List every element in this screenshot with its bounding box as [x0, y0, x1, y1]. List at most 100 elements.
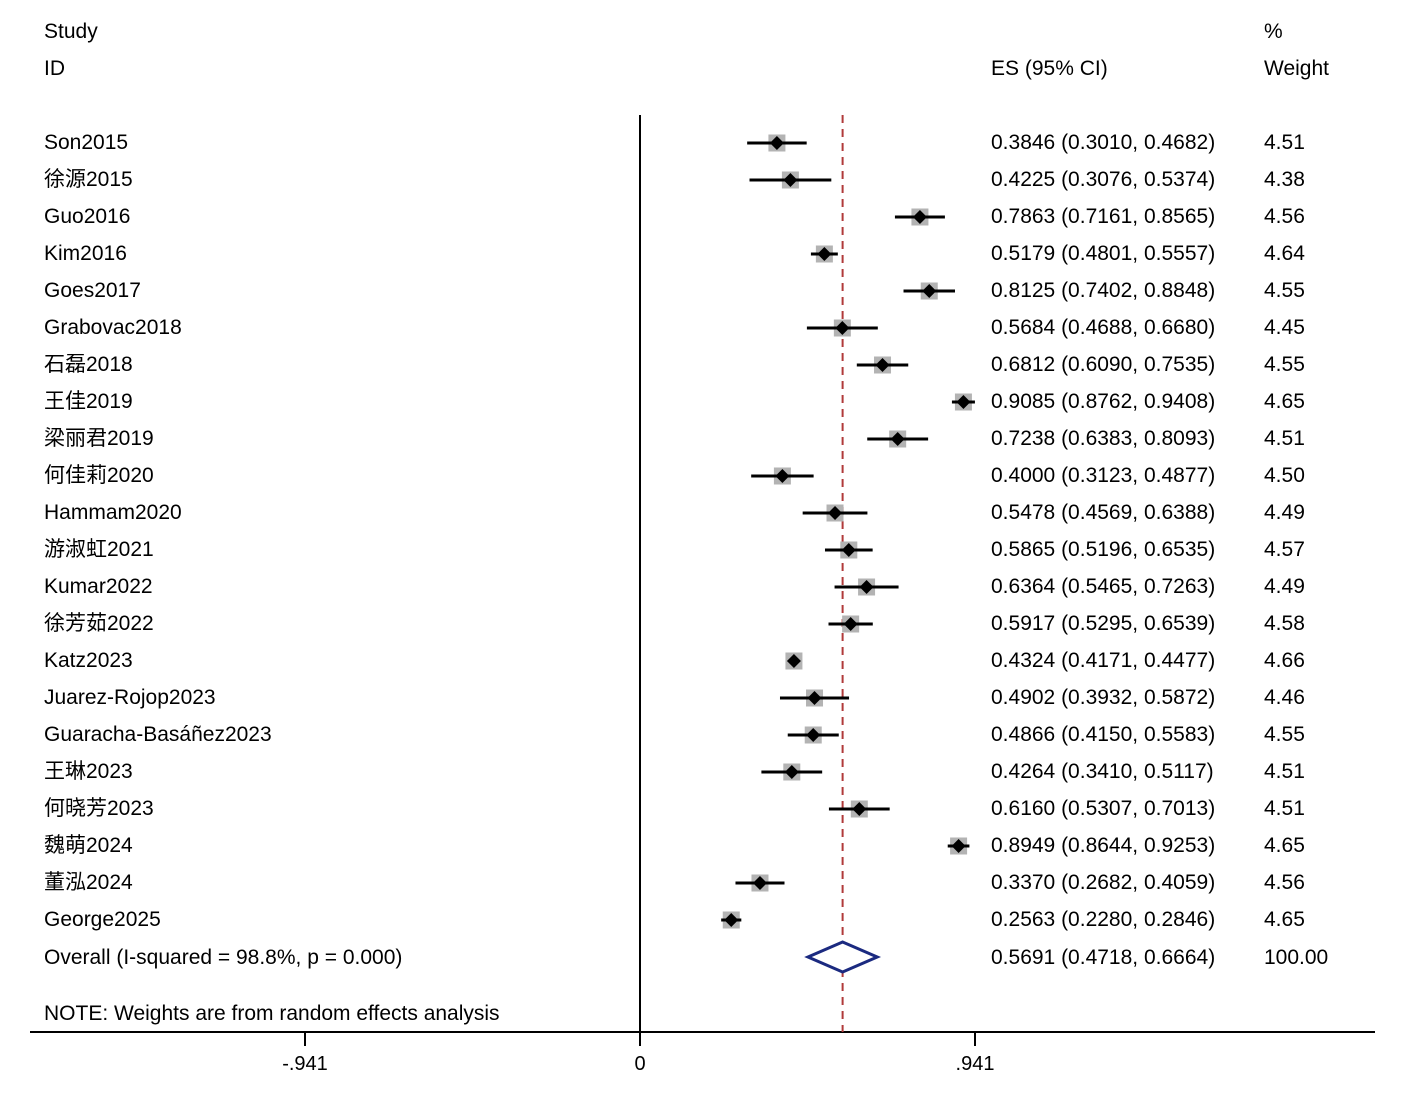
study-weight: 4.56: [1264, 205, 1305, 228]
study-es-text: 0.3370 (0.2682, 0.4059): [991, 871, 1216, 894]
study-es-text: 0.4324 (0.4171, 0.4477): [991, 649, 1216, 672]
point-estimate: [783, 173, 798, 187]
study-weight: 4.49: [1264, 575, 1305, 598]
x-tick-label: 0: [634, 1053, 646, 1075]
study-es-text: 0.7238 (0.6383, 0.8093): [991, 427, 1216, 450]
study-id: 董泓2024: [44, 871, 133, 894]
point-estimate: [769, 136, 784, 150]
study-id: 石磊2018: [44, 353, 133, 376]
header-es: ES (95% CI): [991, 57, 1108, 80]
x-tick-label: .941: [955, 1053, 995, 1075]
point-estimate: [922, 284, 937, 298]
study-weight: 4.55: [1264, 723, 1305, 746]
point-estimate: [912, 210, 927, 224]
study-weight: 4.46: [1264, 686, 1305, 709]
study-weight: 4.50: [1264, 464, 1305, 487]
study-id: Juarez-Rojop2023: [44, 686, 216, 709]
study-weight: 4.56: [1264, 871, 1305, 894]
point-estimate: [835, 321, 850, 335]
study-es-text: 0.2563 (0.2280, 0.2846): [991, 908, 1216, 931]
header-percent: %: [1264, 20, 1283, 43]
point-estimate: [890, 432, 905, 446]
study-weight: 4.65: [1264, 908, 1305, 931]
study-es-text: 0.4264 (0.3410, 0.5117): [991, 760, 1214, 783]
study-id: 王琳2023: [44, 760, 133, 783]
study-id: Guo2016: [44, 205, 131, 228]
study-weight: 4.55: [1264, 279, 1305, 302]
study-id: 游淑虹2021: [44, 538, 154, 561]
study-es-text: 0.9085 (0.8762, 0.9408): [991, 390, 1216, 413]
study-weight: 4.65: [1264, 390, 1305, 413]
weights-note: NOTE: Weights are from random effects an…: [44, 1002, 500, 1025]
point-estimate: [951, 839, 966, 853]
study-weight: 4.58: [1264, 612, 1305, 635]
point-estimate: [852, 802, 867, 816]
study-id: 何晓芳2023: [44, 797, 154, 820]
point-estimate: [724, 913, 739, 927]
study-es-text: 0.6812 (0.6090, 0.7535): [991, 353, 1216, 376]
study-weight: 4.55: [1264, 353, 1305, 376]
study-id: George2025: [44, 908, 161, 931]
study-weight: 4.49: [1264, 501, 1305, 524]
study-weight: 4.64: [1264, 242, 1305, 265]
study-id: Guaracha-Basáñez2023: [44, 723, 272, 746]
point-estimate: [875, 358, 890, 372]
point-estimate: [841, 543, 856, 557]
study-id: Goes2017: [44, 279, 141, 302]
study-es-text: 0.4902 (0.3932, 0.5872): [991, 686, 1216, 709]
point-estimate: [956, 395, 971, 409]
study-id: 王佳2019: [44, 390, 133, 413]
study-weight: 4.51: [1264, 427, 1305, 450]
study-es-text: 0.6160 (0.5307, 0.7013): [991, 797, 1216, 820]
study-id: 徐源2015: [44, 168, 133, 191]
study-id: 何佳莉2020: [44, 464, 154, 487]
header-study: Study: [44, 20, 98, 43]
overall-weight: 100.00: [1264, 946, 1329, 969]
study-id: Kim2016: [44, 242, 127, 265]
point-estimate: [752, 876, 767, 890]
study-weight: 4.51: [1264, 760, 1305, 783]
header-weight: Weight: [1264, 57, 1329, 80]
point-estimate: [775, 469, 790, 483]
study-es-text: 0.4225 (0.3076, 0.5374): [991, 168, 1216, 191]
study-weight: 4.51: [1264, 131, 1305, 154]
study-es-text: 0.5865 (0.5196, 0.6535): [991, 538, 1216, 561]
point-estimate: [843, 617, 858, 631]
study-es-text: 0.6364 (0.5465, 0.7263): [991, 575, 1216, 598]
overall-es-text: 0.5691 (0.4718, 0.6664): [991, 946, 1216, 969]
study-es-text: 0.8125 (0.7402, 0.8848): [991, 279, 1216, 302]
point-estimate: [828, 506, 843, 520]
study-id: 徐芳茹2022: [44, 612, 154, 635]
study-id: Kumar2022: [44, 575, 153, 598]
point-estimate: [817, 247, 832, 261]
study-es-text: 0.5917 (0.5295, 0.6539): [991, 612, 1216, 635]
study-id: Son2015: [44, 131, 129, 154]
study-es-text: 0.5684 (0.4688, 0.6680): [991, 316, 1216, 339]
study-id: Katz2023: [44, 649, 133, 672]
study-es-text: 0.8949 (0.8644, 0.9253): [991, 834, 1216, 857]
study-weight: 4.57: [1264, 538, 1305, 561]
study-es-text: 0.4000 (0.3123, 0.4877): [991, 464, 1216, 487]
study-id: Hammam2020: [44, 501, 182, 524]
study-es-text: 0.7863 (0.7161, 0.8565): [991, 205, 1216, 228]
study-weight: 4.66: [1264, 649, 1305, 672]
point-estimate: [806, 728, 821, 742]
study-es-text: 0.5478 (0.4569, 0.6388): [991, 501, 1216, 524]
study-weight: 4.38: [1264, 168, 1305, 191]
point-estimate: [807, 691, 822, 705]
overall-diamond: [804, 940, 882, 974]
study-id: 魏萌2024: [44, 834, 133, 857]
study-es-text: 0.5179 (0.4801, 0.5557): [991, 242, 1216, 265]
header-id: ID: [44, 57, 65, 80]
study-es-text: 0.3846 (0.3010, 0.4682): [991, 131, 1216, 154]
point-estimate: [784, 765, 799, 779]
study-weight: 4.65: [1264, 834, 1305, 857]
study-id: Grabovac2018: [44, 316, 182, 339]
study-weight: 4.51: [1264, 797, 1305, 820]
study-weight: 4.45: [1264, 316, 1305, 339]
point-estimate: [786, 654, 801, 668]
x-tick-label: -.941: [282, 1053, 328, 1075]
study-id: 梁丽君2019: [44, 427, 154, 450]
point-estimate: [859, 580, 874, 594]
